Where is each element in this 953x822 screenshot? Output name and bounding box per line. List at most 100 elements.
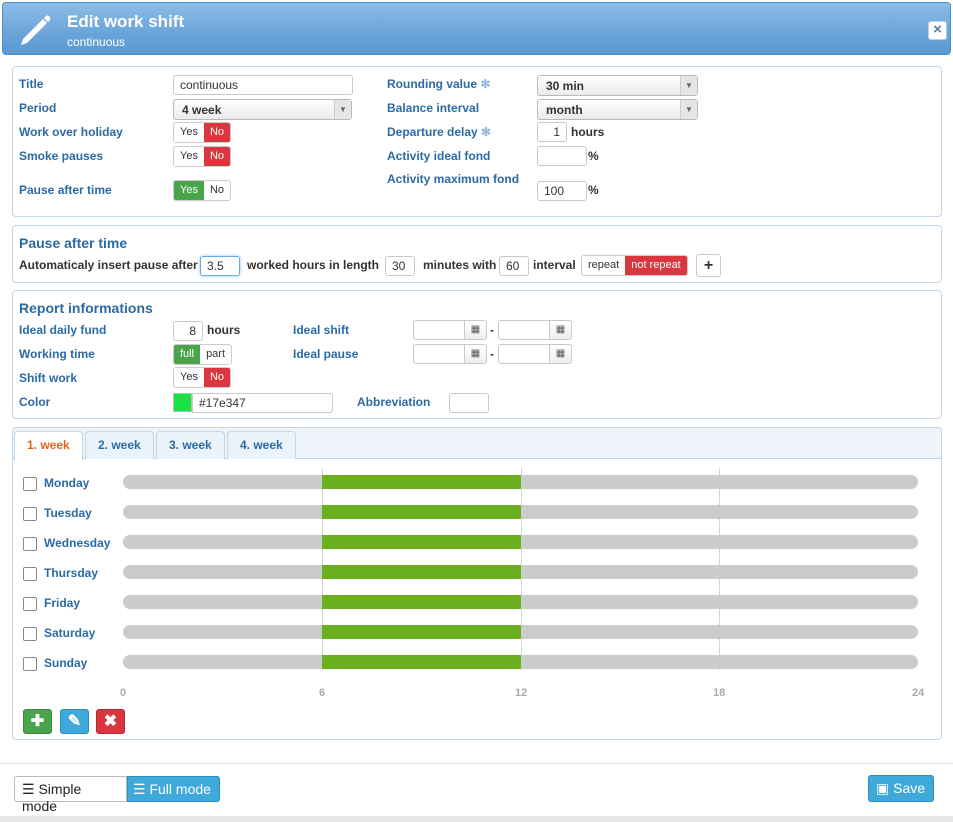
shift-work-yes[interactable]: Yes <box>174 368 204 387</box>
ideal-shift-to[interactable] <box>498 320 550 340</box>
ideal-shift-from[interactable] <box>413 320 465 340</box>
list-icon: ☰ <box>133 781 146 797</box>
not-repeat-option[interactable]: not repeat <box>625 256 687 275</box>
holiday-toggle[interactable]: Yes No <box>173 122 232 143</box>
day-checkbox[interactable] <box>23 477 37 491</box>
delete-button[interactable]: ✖ <box>96 709 125 734</box>
day-label: Thursday <box>44 566 99 580</box>
axis-tick-label: 12 <box>515 687 528 699</box>
calendar-icon[interactable]: ▦ <box>549 344 572 364</box>
day-checkbox[interactable] <box>23 567 37 581</box>
dialog-subtitle: continuous <box>67 35 126 49</box>
balance-select[interactable]: month ▼ <box>537 99 698 120</box>
schedule-panel <box>12 427 942 740</box>
list-icon: ☰ <box>22 781 35 797</box>
chevron-down-icon: ▼ <box>680 76 697 95</box>
ideal-fond-unit: % <box>588 149 599 163</box>
repeat-option[interactable]: repeat <box>582 256 626 275</box>
daily-fund-input[interactable]: 8 <box>173 321 203 341</box>
tab-week-2[interactable]: 2. week <box>85 431 154 459</box>
day-checkbox[interactable] <box>23 627 37 641</box>
repeat-toggle[interactable]: repeat not repeat <box>581 255 688 276</box>
pause-no[interactable]: No <box>203 181 231 200</box>
calendar-icon[interactable]: ▦ <box>464 320 487 340</box>
shift-block[interactable] <box>322 565 521 579</box>
shift-block[interactable] <box>322 535 521 549</box>
ideal-pause-from[interactable] <box>413 344 465 364</box>
tab-week-1[interactable]: 1. week <box>14 431 83 460</box>
title-input[interactable]: continuous <box>173 75 353 95</box>
title-label: Title <box>19 77 44 91</box>
full-mode-button[interactable]: ☰ Full mode <box>127 776 220 802</box>
abbreviation-input[interactable] <box>449 393 489 413</box>
departure-unit: hours <box>571 125 605 139</box>
rounding-select[interactable]: 30 min ▼ <box>537 75 698 96</box>
pause-yes[interactable]: Yes <box>174 181 204 200</box>
departure-label: Departure delay ✻ <box>387 125 492 139</box>
holiday-yes[interactable]: Yes <box>174 123 204 142</box>
dialog-titlebar: Edit work shift continuous × <box>2 2 951 55</box>
working-time-toggle[interactable]: full part <box>173 344 233 365</box>
day-checkbox[interactable] <box>23 537 37 551</box>
pause-length-input[interactable]: 30 <box>385 256 415 276</box>
close-icon: ✖ <box>103 713 118 730</box>
shift-block[interactable] <box>322 655 521 669</box>
footer-divider <box>0 763 953 764</box>
shift-work-toggle[interactable]: Yes No <box>173 367 232 388</box>
smoke-no[interactable]: No <box>203 147 231 166</box>
ideal-fond-input[interactable] <box>537 146 587 166</box>
shift-block[interactable] <box>322 595 521 609</box>
day-label: Sunday <box>44 656 88 670</box>
color-label: Color <box>19 395 51 409</box>
save-button[interactable]: ▣ Save <box>868 775 934 802</box>
dash: - <box>490 347 494 361</box>
shift-block[interactable] <box>322 505 521 519</box>
departure-input[interactable]: 1 <box>537 122 567 142</box>
day-label: Friday <box>44 596 81 610</box>
smoke-label: Smoke pauses <box>19 149 104 163</box>
color-swatch[interactable] <box>173 393 192 412</box>
working-time-label: Working time <box>19 347 95 361</box>
full-mode-label: Full mode <box>149 781 211 797</box>
pencil-icon: ✎ <box>67 713 82 730</box>
report-heading: Report informations <box>19 300 153 316</box>
daily-fund-unit: hours <box>207 323 241 337</box>
close-icon[interactable]: × <box>928 21 947 40</box>
plus-icon: ✚ <box>30 713 45 730</box>
daily-fund-label: Ideal daily fund <box>19 323 107 337</box>
shift-work-no[interactable]: No <box>203 368 231 387</box>
add-pause-button[interactable]: + <box>696 254 721 277</box>
calendar-icon[interactable]: ▦ <box>549 320 572 340</box>
simple-mode-button[interactable]: ☰ Simple mode <box>14 776 127 814</box>
day-checkbox[interactable] <box>23 657 37 671</box>
pause-toggle[interactable]: Yes No <box>173 180 232 201</box>
day-label: Tuesday <box>44 506 92 520</box>
general-panel <box>12 66 942 217</box>
pause-with-input[interactable]: 60 <box>499 256 529 276</box>
pause-after-input[interactable]: 3.5 <box>200 256 240 276</box>
ideal-pause-label: Ideal pause <box>293 347 359 361</box>
max-fond-input[interactable]: 100 <box>537 181 587 201</box>
day-checkbox[interactable] <box>23 597 37 611</box>
period-select[interactable]: 4 week ▼ <box>173 99 352 120</box>
shift-block[interactable] <box>322 475 521 489</box>
edit-button[interactable]: ✎ <box>60 709 89 734</box>
color-input[interactable]: #17e347 <box>192 393 333 413</box>
max-fond-label: Activity maximum fond <box>387 172 520 186</box>
pencil-icon <box>21 15 51 45</box>
period-label: Period <box>19 101 57 115</box>
smoke-yes[interactable]: Yes <box>174 147 204 166</box>
holiday-no[interactable]: No <box>203 123 231 142</box>
smoke-toggle[interactable]: Yes No <box>173 146 232 167</box>
add-button[interactable]: ✚ <box>23 709 52 734</box>
calendar-icon[interactable]: ▦ <box>464 344 487 364</box>
day-label: Wednesday <box>44 536 111 550</box>
tab-week-4[interactable]: 4. week <box>227 431 296 459</box>
working-full[interactable]: full <box>174 345 201 364</box>
working-part[interactable]: part <box>200 345 232 364</box>
ideal-shift-label: Ideal shift <box>293 323 350 337</box>
shift-block[interactable] <box>322 625 521 639</box>
ideal-pause-to[interactable] <box>498 344 550 364</box>
day-checkbox[interactable] <box>23 507 37 521</box>
tab-week-3[interactable]: 3. week <box>156 431 225 459</box>
